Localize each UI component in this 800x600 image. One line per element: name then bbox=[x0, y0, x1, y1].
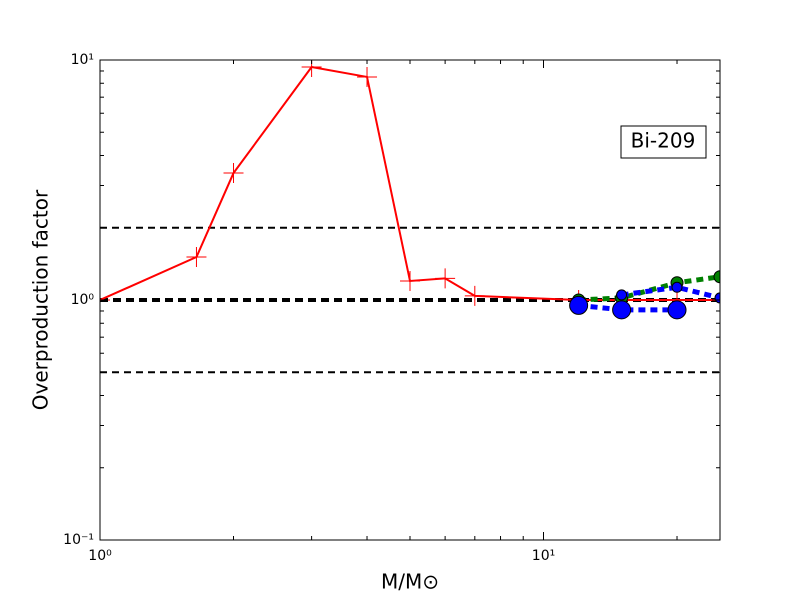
y-axis-label: Overproduction factor bbox=[29, 189, 53, 410]
point-marker bbox=[616, 289, 628, 301]
point-marker bbox=[464, 285, 485, 306]
point-marker bbox=[223, 163, 244, 184]
point-marker bbox=[612, 300, 632, 320]
series-line bbox=[578, 302, 678, 313]
y-tick-label: 10⁻¹ bbox=[63, 532, 94, 548]
annotation-box bbox=[620, 125, 707, 159]
point-marker bbox=[357, 66, 378, 87]
plot-area bbox=[100, 60, 720, 374]
point-marker bbox=[569, 295, 589, 315]
annotation: Bi-209 bbox=[631, 129, 696, 153]
series-line bbox=[621, 284, 720, 301]
x-axis-label: M/M⊙ bbox=[381, 570, 439, 594]
point-marker bbox=[435, 268, 456, 289]
point-marker bbox=[186, 247, 207, 268]
y-tick-label: 10¹ bbox=[71, 52, 94, 68]
x-tick-label: 10⁰ bbox=[88, 548, 112, 564]
point-marker bbox=[671, 281, 683, 293]
y-tick-label: 10⁰ bbox=[71, 292, 95, 308]
point-marker bbox=[713, 270, 720, 284]
series-line bbox=[578, 274, 720, 303]
x-tick-label: 10¹ bbox=[532, 548, 555, 564]
point-marker bbox=[667, 300, 687, 320]
point-marker bbox=[400, 270, 420, 291]
